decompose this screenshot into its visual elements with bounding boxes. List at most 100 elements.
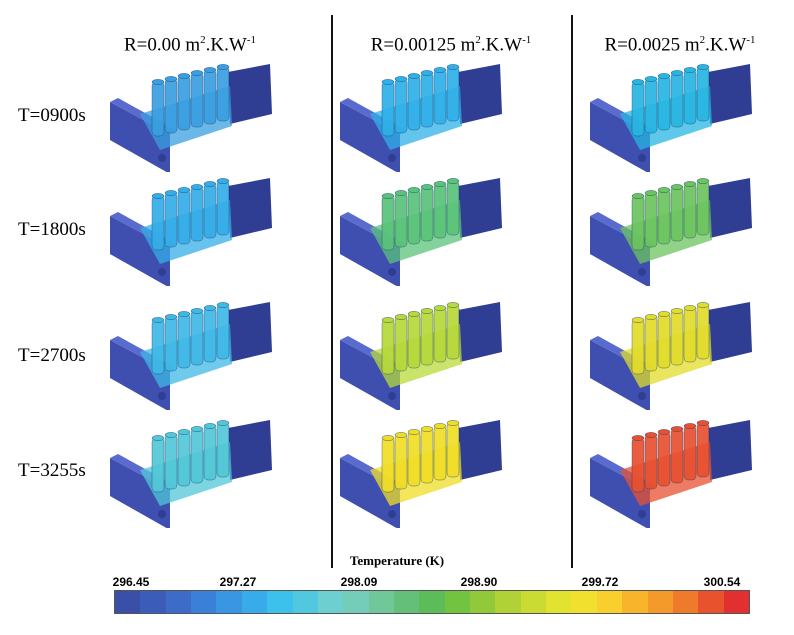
cell-body: [433, 307, 447, 363]
mount-hole: [158, 154, 166, 162]
cell-cap: [203, 67, 217, 73]
module-render-t2700-r000: [110, 300, 310, 412]
cell-cap: [177, 73, 191, 79]
cell-body: [190, 186, 204, 242]
cell-cap: [394, 314, 408, 320]
back-plate: [458, 420, 502, 480]
cell-cap: [446, 178, 460, 184]
cell-body: [446, 422, 460, 478]
cell-body: [631, 319, 645, 375]
cell-body: [203, 425, 217, 481]
row-label-t1800: T=1800s: [18, 219, 86, 240]
module-render-t0900-r125: [340, 62, 540, 174]
cell-body: [407, 75, 421, 131]
colorbar-swatch: [393, 591, 420, 613]
cell-body: [696, 422, 710, 478]
module-svg: [340, 302, 502, 412]
cell-body: [683, 183, 697, 239]
module-svg: [110, 302, 272, 412]
cell-body: [151, 437, 165, 493]
cell-cap: [216, 420, 230, 426]
cell-cap: [407, 187, 421, 193]
cell-body: [151, 81, 165, 137]
column-divider: [571, 15, 573, 568]
cell-cap: [164, 314, 178, 320]
cell-body: [644, 316, 658, 372]
cell-cap: [190, 184, 204, 190]
cell-cap: [631, 435, 645, 441]
cell-cap: [164, 76, 178, 82]
cell-cap: [631, 79, 645, 85]
cell-cap: [177, 429, 191, 435]
cell-body: [407, 431, 421, 487]
cell-body: [446, 180, 460, 236]
cell-cap: [394, 76, 408, 82]
mount-hole: [638, 268, 646, 276]
back-plate: [458, 302, 502, 362]
cell-body: [177, 431, 191, 487]
front-plate: [110, 102, 170, 174]
cell-cap: [657, 187, 671, 193]
cell-body: [696, 66, 710, 122]
module-svg: [590, 302, 752, 412]
cell-body: [420, 310, 434, 366]
front-plate: [590, 458, 650, 530]
mount-hole: [158, 268, 166, 276]
cell-cap: [407, 311, 421, 317]
colorbar-swatch: [520, 591, 547, 613]
cell-body: [683, 425, 697, 481]
colorbar-swatch: [241, 591, 268, 613]
cell-cap: [203, 181, 217, 187]
cell-body: [696, 304, 710, 360]
cell-cap: [420, 426, 434, 432]
cell-cap: [151, 317, 165, 323]
colorbar-swatch: [368, 591, 394, 613]
cell-cap: [644, 432, 658, 438]
mount-hole: [388, 510, 396, 518]
cell-body: [446, 304, 460, 360]
cell-cap: [433, 181, 447, 187]
cell-cap: [151, 193, 165, 199]
module-svg: [340, 178, 502, 288]
front-plate: [110, 340, 170, 412]
cell-body: [683, 69, 697, 125]
colorbar-swatch: [140, 591, 166, 613]
cell-body: [631, 437, 645, 493]
cell-body: [151, 195, 165, 251]
module-svg: [110, 420, 272, 530]
cell-body: [203, 307, 217, 363]
front-plate: [340, 216, 400, 288]
module-render-t2700-r125: [340, 300, 540, 412]
cell-body: [190, 72, 204, 128]
cell-body: [696, 180, 710, 236]
cell-cap: [696, 302, 710, 308]
cell-body: [190, 428, 204, 484]
colorbar-swatch: [216, 591, 242, 613]
module-svg: [110, 64, 272, 174]
row-label-t3255: T=3255s: [18, 460, 86, 481]
colorbar-title: Temperature (K): [349, 553, 445, 568]
cell-cap: [216, 64, 230, 70]
colorbar-tick: 299.72: [581, 575, 619, 589]
cell-cap: [190, 308, 204, 314]
colorbar-swatch: [343, 591, 369, 613]
cell-cap: [381, 193, 395, 199]
cell-body: [394, 192, 408, 248]
cell-body: [657, 189, 671, 245]
cell-cap: [381, 79, 395, 85]
cell-cap: [657, 73, 671, 79]
front-plate: [340, 340, 400, 412]
back-plate: [228, 64, 272, 124]
module-render-t1800-r250: [590, 176, 790, 288]
cell-cap: [446, 302, 460, 308]
module-render-t3255-r125: [340, 418, 540, 530]
colorbar-swatch: [723, 591, 749, 613]
cell-body: [394, 78, 408, 134]
cell-body: [670, 428, 684, 484]
cell-cap: [420, 184, 434, 190]
back-plate: [708, 420, 752, 480]
cell-body: [381, 195, 395, 251]
back-plate: [228, 302, 272, 362]
cell-body: [394, 316, 408, 372]
cell-cap: [151, 435, 165, 441]
